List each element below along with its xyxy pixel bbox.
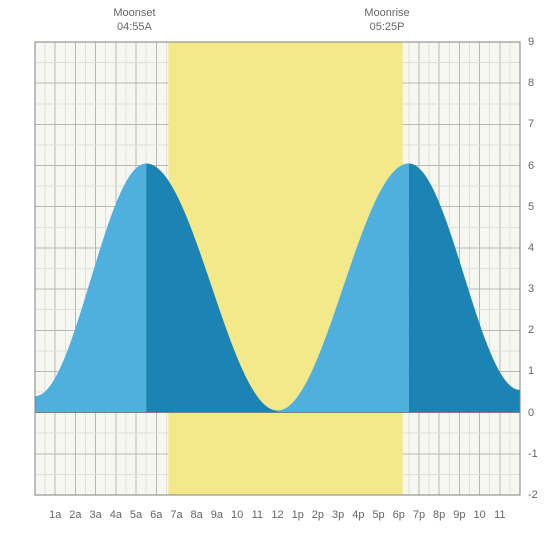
x-axis-label: 2p <box>312 509 324 521</box>
x-axis-label-text: 10 <box>231 509 243 521</box>
x-axis-label: 8a <box>191 509 203 521</box>
x-axis-label-text: 4p <box>352 509 364 521</box>
annotation-time: 05:25P <box>357 20 417 34</box>
tide-moon-chart: 1a2a3a4a5a6a7a8a9a1011121p2p3p4p5p6p7p8p… <box>0 0 550 550</box>
y-axis-label: -1 <box>528 448 538 460</box>
x-axis-label: 10 <box>473 509 485 521</box>
y-axis-label-text: 7 <box>528 118 534 130</box>
y-axis-label-text: 0 <box>528 407 534 419</box>
x-axis-label: 11 <box>494 509 505 521</box>
y-axis-label-text: 4 <box>528 242 534 254</box>
x-axis-label: 5a <box>130 509 142 521</box>
y-axis-label: 3 <box>528 283 534 295</box>
x-axis-label-text: 11 <box>494 509 505 521</box>
y-axis-label: 2 <box>528 324 534 336</box>
x-axis-label-text: 5p <box>372 509 384 521</box>
x-axis-label-text: 1p <box>292 509 304 521</box>
x-axis-label: 4a <box>110 509 122 521</box>
x-axis-label-text: 5a <box>130 509 142 521</box>
y-axis-label: 1 <box>528 365 534 377</box>
x-axis-label: 9a <box>211 509 223 521</box>
x-axis-label: 11 <box>252 509 263 521</box>
x-axis-label: 7p <box>413 509 425 521</box>
x-axis-label: 12 <box>271 509 283 521</box>
y-axis-label: 7 <box>528 118 534 130</box>
x-axis-label: 1a <box>49 509 61 521</box>
x-axis-label: 6a <box>150 509 162 521</box>
x-axis-label: 8p <box>433 509 445 521</box>
y-axis-label-text: 3 <box>528 283 534 295</box>
x-axis-label: 3p <box>332 509 344 521</box>
x-axis-label-text: 3p <box>332 509 344 521</box>
x-axis-label: 3a <box>90 509 102 521</box>
moon-annotation: Moonrise05:25P <box>357 6 417 35</box>
y-axis-label: 4 <box>528 242 534 254</box>
annotation-time: 04:55A <box>104 20 164 34</box>
x-axis-label-text: 7a <box>170 509 182 521</box>
y-axis-label-text: 1 <box>528 365 534 377</box>
chart-svg <box>0 0 550 550</box>
y-axis-label-text: 5 <box>528 201 534 213</box>
x-axis-label: 7a <box>170 509 182 521</box>
x-axis-label-text: 8a <box>191 509 203 521</box>
y-axis-label-text: 6 <box>528 160 534 172</box>
x-axis-label: 6p <box>393 509 405 521</box>
y-axis-label-text: 8 <box>528 77 534 89</box>
x-axis-label: 9p <box>453 509 465 521</box>
x-axis-label: 1p <box>292 509 304 521</box>
x-axis-label: 4p <box>352 509 364 521</box>
y-axis-label: 5 <box>528 201 534 213</box>
x-axis-label: 5p <box>372 509 384 521</box>
y-axis-label-text: -1 <box>528 448 538 460</box>
y-axis-label-text: 9 <box>528 36 534 48</box>
annotation-title: Moonset <box>104 6 164 20</box>
x-axis-label-text: 4a <box>110 509 122 521</box>
x-axis-label-text: 6p <box>393 509 405 521</box>
y-axis-label-text: 2 <box>528 324 534 336</box>
x-axis-label-text: 9a <box>211 509 223 521</box>
annotation-title: Moonrise <box>357 6 417 20</box>
x-axis-label-text: 2a <box>69 509 81 521</box>
x-axis-label: 2a <box>69 509 81 521</box>
y-axis-label: 8 <box>528 77 534 89</box>
y-axis-label: 9 <box>528 36 534 48</box>
y-axis-label: 0 <box>528 407 534 419</box>
x-axis-label-text: 10 <box>473 509 485 521</box>
x-axis-label-text: 1a <box>49 509 61 521</box>
x-axis-label-text: 11 <box>252 509 263 521</box>
x-axis-label-text: 6a <box>150 509 162 521</box>
x-axis-label-text: 7p <box>413 509 425 521</box>
x-axis-label-text: 3a <box>90 509 102 521</box>
y-axis-label-text: -2 <box>528 489 538 501</box>
x-axis-label: 10 <box>231 509 243 521</box>
x-axis-label-text: 9p <box>453 509 465 521</box>
moon-annotation: Moonset04:55A <box>104 6 164 35</box>
x-axis-label-text: 8p <box>433 509 445 521</box>
y-axis-label: 6 <box>528 160 534 172</box>
x-axis-label-text: 2p <box>312 509 324 521</box>
y-axis-label: -2 <box>528 489 538 501</box>
x-axis-label-text: 12 <box>271 509 283 521</box>
